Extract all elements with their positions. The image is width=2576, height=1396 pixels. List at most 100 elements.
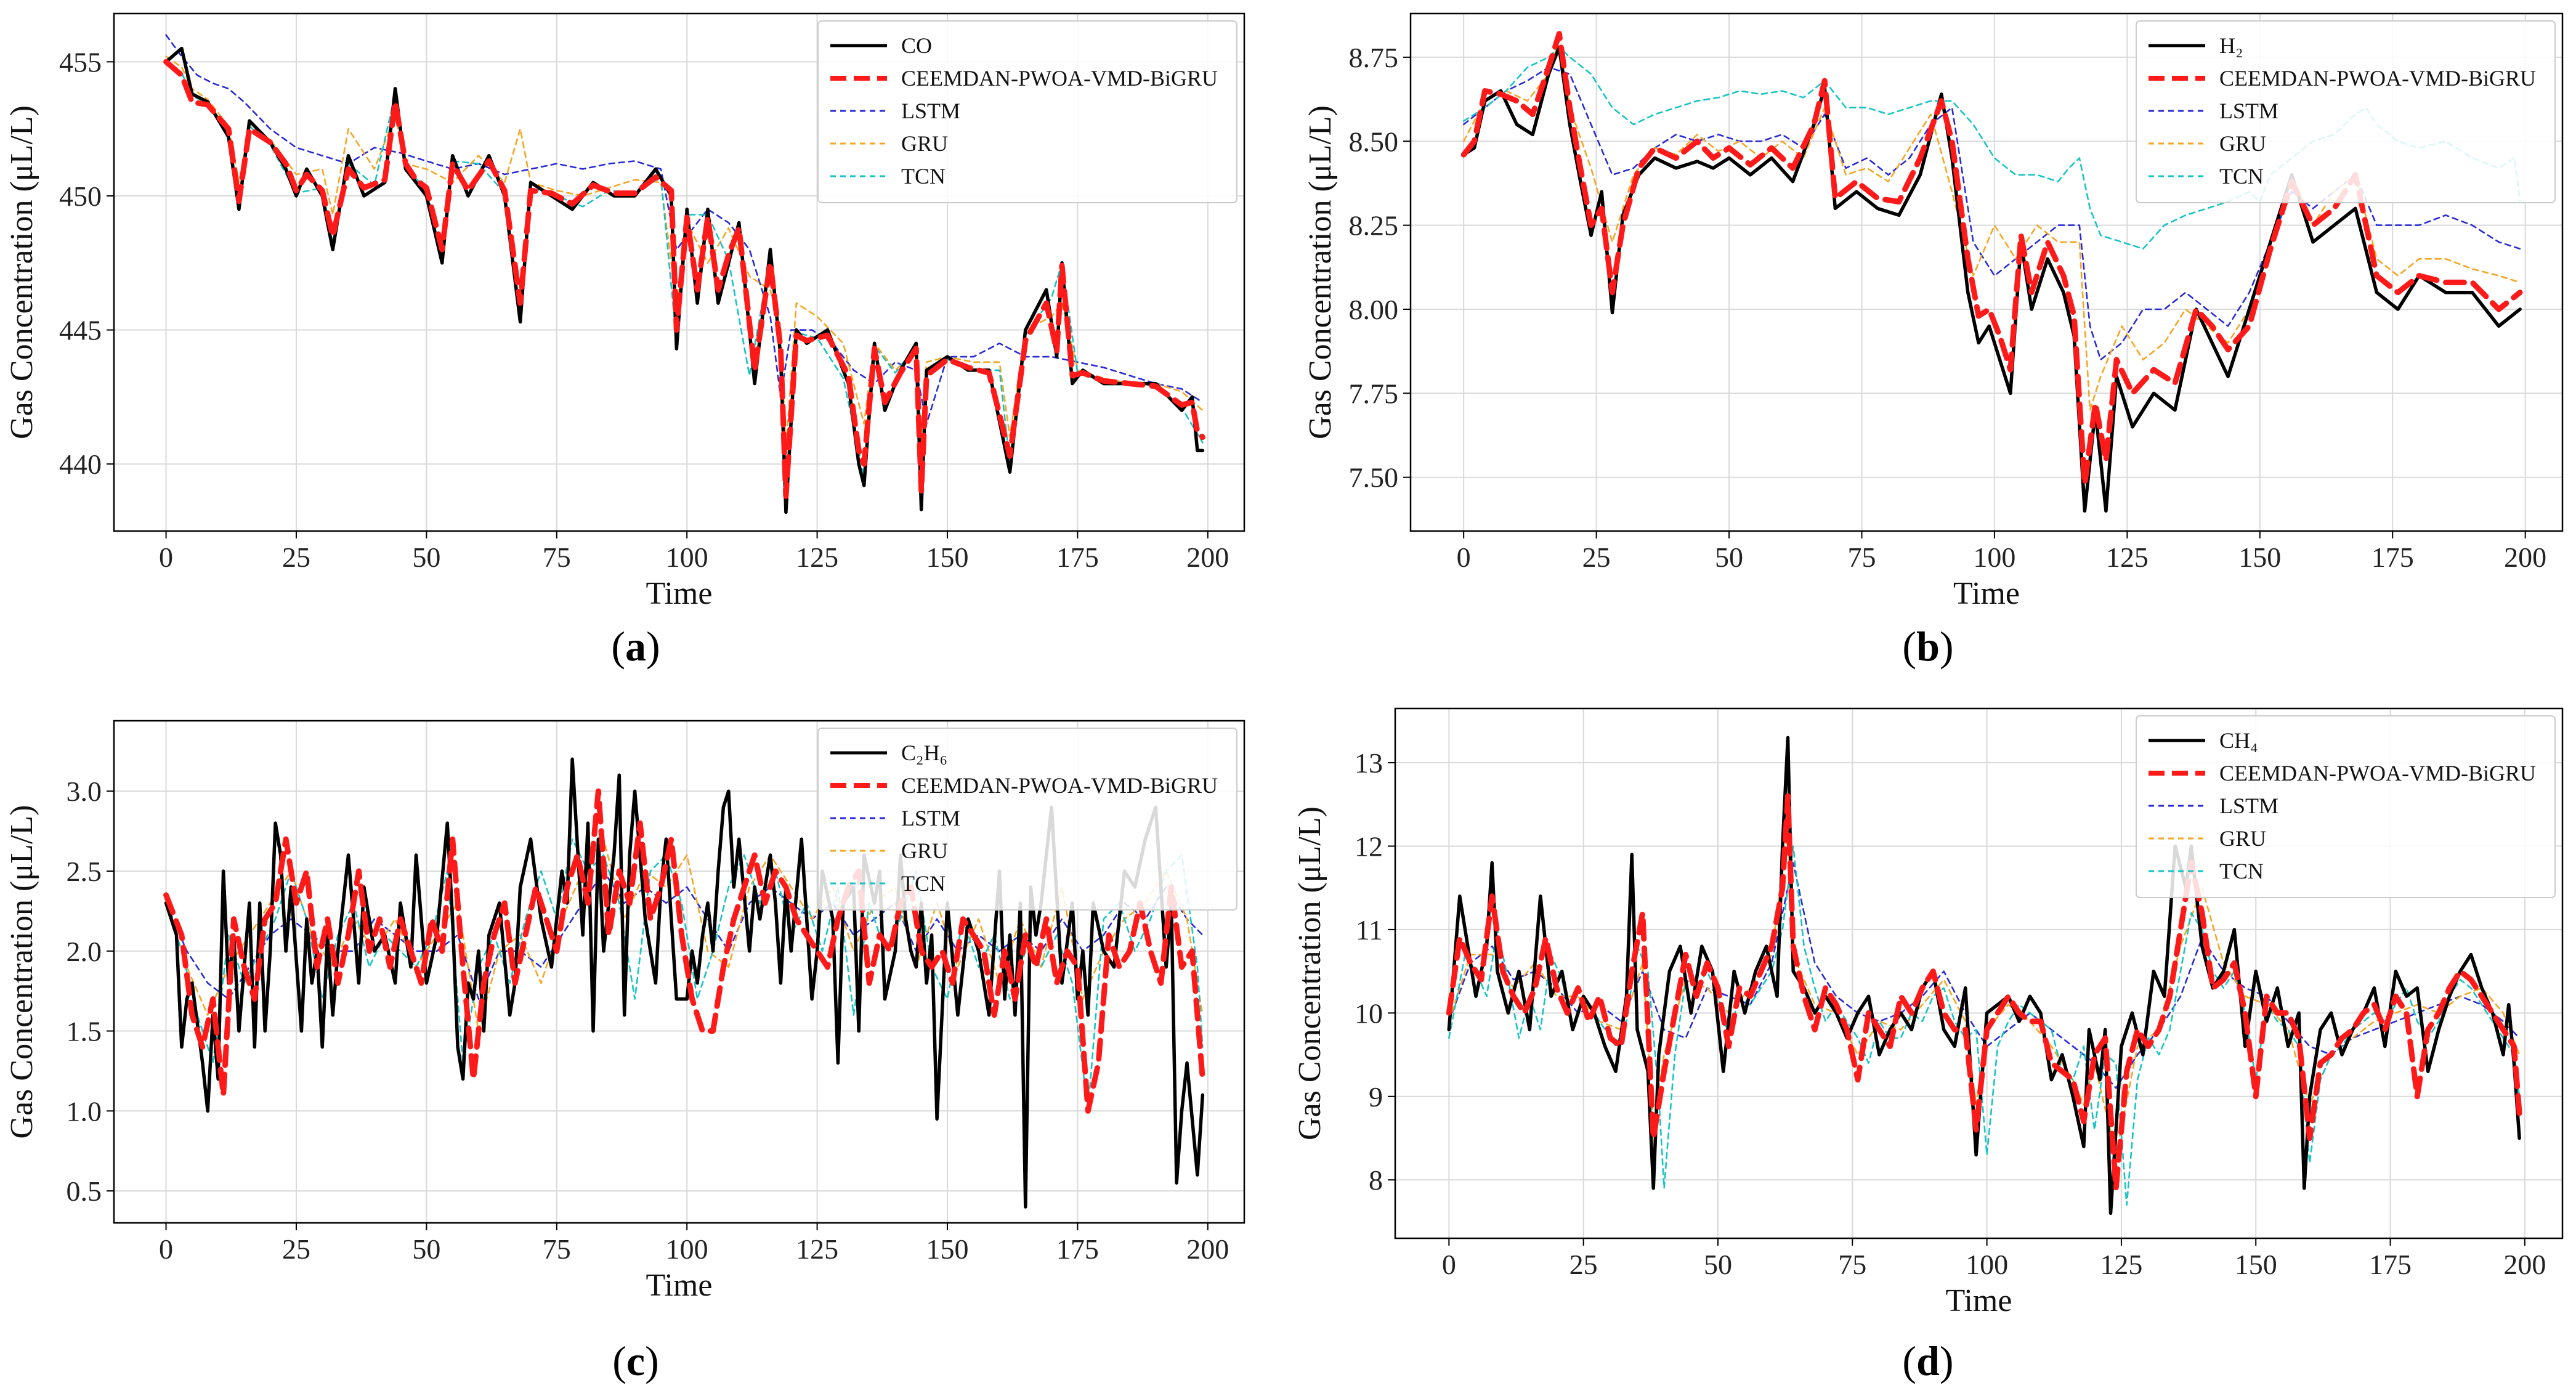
series-line-model [163,788,1205,1114]
y-tick-label: 445 [59,315,102,346]
legend-label-gru: GRU [2219,131,2266,156]
y-tick-label: 10 [1355,997,1383,1029]
y-axis-label: Gas Concentration (μL/L) [4,105,39,439]
y-tick-label: 8.75 [1349,42,1399,73]
x-tick-label: 150 [2235,1249,2277,1280]
x-tick-label: 125 [796,542,838,573]
series-group [163,34,1205,514]
legend-label-gru: GRU [901,131,948,156]
y-tick-label: 8.00 [1349,294,1399,325]
panel-label: (a) [611,623,660,670]
x-tick-label: 0 [1442,1249,1456,1280]
legend: H₂ CEEMDAN-PWOA-VMD-BiGRU LSTM GRU TCN [2136,20,2556,203]
series-group [163,757,1205,1209]
legend-label-target: CH₄ [2219,728,2258,753]
plot-frame [1394,707,2564,1240]
y-axis-label: Gas Concentration (μL/L) [1292,806,1327,1140]
series-line-gru [165,838,1204,1032]
chart-panel-b: 0 25 50 75 100 125 150 175 200 7.50 7.75 8.00 8.25 8.… [1303,12,2564,670]
x-axis-label: Time [1946,1283,2012,1318]
chart-panel-c: 0 25 50 75 100 125 150 175 200 0.5 1.0 1.5 2.0 2.5 3.0… [4,720,1245,1384]
x-tick-label: 25 [282,542,310,573]
x-axis-label: Time [646,576,713,611]
x-tick-label: 75 [543,1233,571,1265]
plot-frame [113,12,1245,532]
legend-label-gru: GRU [901,838,948,863]
legend-label-model: CEEMDAN-PWOA-VMD-BiGRU [2219,66,2536,91]
legend-box [817,728,1237,911]
legend: C₂H₆ CEEMDAN-PWOA-VMD-BiGRU LSTM GRU TCN [817,728,1237,911]
legend-label-lstm: LSTM [2219,99,2278,123]
x-tick-label: 75 [1847,542,1876,573]
y-tick-label: 450 [59,181,102,212]
series-line-gru [1462,39,2521,411]
plot-frame [113,720,1245,1224]
x-tick-label: 50 [1715,542,1743,573]
panel-label-letter: d [1916,1337,1940,1384]
legend-label-lstm: LSTM [2219,793,2278,818]
legend-label-tcn: TCN [2219,859,2264,883]
x-tick-label: 0 [159,542,173,573]
panel-label-open: ( [611,623,625,670]
panel-label-letter: a [625,623,646,670]
x-tick-label: 125 [2100,1249,2142,1280]
y-tick-label: 11 [1356,914,1383,946]
x-axis-label: Time [646,1268,713,1303]
legend-label-lstm: LSTM [901,99,960,123]
legend-label-model: CEEMDAN-PWOA-VMD-BiGRU [2219,761,2536,785]
x-tick-label: 100 [666,542,708,573]
x-tick-label: 175 [2371,542,2414,573]
x-tick-label: 50 [1704,1249,1732,1280]
legend-label-target: C₂H₆ [901,741,947,765]
x-tick-label: 25 [1582,542,1611,573]
legend-label-target: CO [901,33,932,58]
plot-frame [1409,12,2564,532]
x-tick-label: 50 [412,542,440,573]
x-tick-label: 100 [666,1233,708,1265]
legend-label-lstm: LSTM [901,806,960,830]
x-tick-label: 175 [1056,542,1099,573]
legend-label-tcn: TCN [901,871,946,896]
y-axis-label: Gas Concentration (μL/L) [1303,105,1338,439]
y-tick-label: 1.5 [67,1016,102,1047]
panel-label-close: ) [1940,623,1954,670]
panel-label-close: ) [646,623,660,670]
series-line-lstm [165,34,1204,425]
legend: CH₄ CEEMDAN-PWOA-VMD-BiGRU LSTM GRU TCN [2136,715,2556,898]
x-tick-label: 125 [2106,542,2149,573]
y-tick-label: 8 [1369,1164,1383,1196]
chart-panel-d: 0 25 50 75 100 125 150 175 200 8 9 10 11 12 13 Time Gas … [1292,707,2564,1384]
legend-box [817,20,1237,203]
legend-label-target: H₂ [2219,33,2243,58]
x-axis-label: Time [1953,576,2020,611]
series-line-model [1460,31,2523,487]
series-line-gru [165,55,1204,452]
y-tick-label: 1.0 [67,1095,102,1127]
x-tick-label: 25 [1569,1249,1598,1280]
y-tick-label: 440 [59,448,102,480]
y-tick-label: 455 [59,46,102,78]
x-tick-label: 150 [926,1233,968,1265]
series-line-model [1446,793,2522,1191]
legend-label-tcn: TCN [901,164,946,189]
x-tick-label: 175 [2369,1249,2412,1280]
x-tick-label: 200 [1186,542,1229,573]
legend-box [2136,715,2556,898]
panel-label-close: ) [1940,1337,1954,1384]
panel-label: (d) [1902,1337,1953,1384]
panel-label-letter: c [626,1337,645,1384]
y-tick-label: 13 [1355,747,1383,779]
y-tick-label: 2.5 [67,856,102,887]
x-tick-label: 200 [1186,1233,1229,1265]
x-tick-label: 75 [1838,1249,1866,1280]
legend: CO CEEMDAN-PWOA-VMD-BiGRU LSTM GRU TCN [817,20,1237,203]
x-tick-label: 125 [796,1233,838,1265]
x-tick-label: 200 [2504,542,2546,573]
x-tick-label: 0 [1457,542,1471,573]
x-tick-label: 25 [282,1233,310,1265]
y-axis-label: Gas Concentration (μL/L) [4,805,39,1139]
y-tick-label: 12 [1355,830,1383,862]
y-tick-label: 7.50 [1349,462,1399,493]
legend-label-model: CEEMDAN-PWOA-VMD-BiGRU [901,773,1218,798]
panel-label-letter: b [1916,623,1940,670]
